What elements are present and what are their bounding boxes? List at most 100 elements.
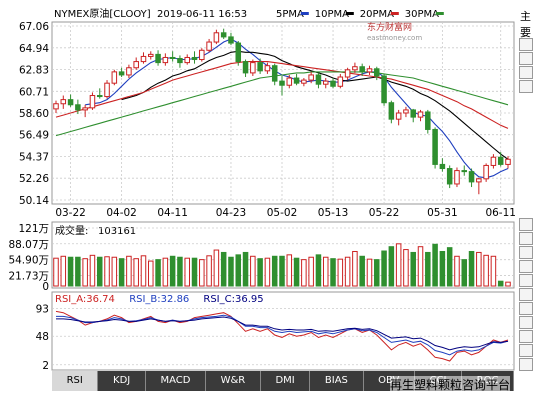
wechat-watermark: 再生塑料颗粒咨询平台 [390,376,511,393]
candle-body [162,56,169,64]
candle-body [315,74,322,85]
volume-bar [140,255,147,287]
candle-body [89,95,96,109]
side-option-checkbox[interactable] [519,52,533,65]
rsi-legend: RSI_A:36.74 RSI_B:32.86 RSI_C:36.95 [55,294,264,305]
watermark-url: eastmoney.com [367,34,423,42]
candle-body [410,109,416,118]
volume-bar [301,259,307,287]
candle-body [133,61,139,69]
tab-wr[interactable]: W&R [206,371,261,391]
candle-body [67,99,74,106]
side-option-checkbox[interactable] [519,260,533,273]
candle-body [446,168,453,185]
volume-bar [439,250,446,287]
ma-legend-swatch [435,12,444,15]
candle-body [432,128,438,165]
candle-body [497,156,504,165]
ma-line-5pma [85,38,509,179]
volume-bar [337,258,344,287]
candle-body [118,71,125,76]
price-x-tick: 05-22 [369,207,400,219]
volume-y-tick: 121万 [18,223,49,235]
side-option-checkbox[interactable] [519,232,533,245]
side-option-checkbox[interactable] [519,80,533,93]
rsi-grid [52,307,514,366]
rsi-y-tick: 2 [42,360,49,372]
volume-bar [242,251,249,287]
candles [53,28,511,195]
volume-bar [483,254,489,287]
volume-bar [446,247,453,287]
volume-bar [235,254,242,287]
tab-bias[interactable]: BIAS [310,371,364,391]
price-y-tick: 50.14 [19,195,49,207]
candle-body [425,111,431,130]
side-option-checkbox[interactable] [519,330,533,343]
tab-kdj[interactable]: KDJ [98,371,146,391]
candle-body [454,170,460,185]
candle-body [199,49,205,61]
volume-bar [67,256,74,287]
volume-y-tick: 88.07万 [8,239,49,251]
price-y-tick: 64.94 [19,43,49,55]
volume-panel-frame [51,221,515,289]
ma-legend-label: 5PMA [276,9,304,20]
rsi-lines [55,310,509,362]
ma-legend-label: 10PMA [315,9,349,20]
candle-body [206,41,212,51]
price-x-tick: 04-23 [216,207,247,219]
watermark-brand: 东方财富网 [367,23,413,33]
side-option-checkbox[interactable] [519,302,533,315]
volume-bar [417,246,424,287]
side-option-checkbox[interactable] [519,288,533,301]
volume-bar [228,256,234,287]
volume-bar [395,243,402,287]
volume-bar [75,256,81,287]
volume-bar [206,255,212,287]
side-option-checkbox[interactable] [519,246,533,259]
candle-body [279,80,285,86]
volume-bar [330,258,336,287]
side-option-checkbox[interactable] [519,66,533,79]
side-option-checkbox[interactable] [519,316,533,329]
volume-bar [425,251,431,287]
tab-dmi[interactable]: DMI [260,371,311,391]
candle-body [381,75,387,104]
price-y-ticks: 67.06 64.94 62.83 60.71 58.60 56.49 54.37 52.26… [19,21,49,207]
volume-bar [126,255,132,287]
candle-body [140,55,147,63]
volume-bar [454,255,460,287]
volume-bar [250,255,256,287]
candle-body [439,163,446,170]
candle-body [148,53,154,57]
volume-bar [403,249,409,287]
volume-bar [199,259,205,287]
candle-body [126,67,132,76]
side-option-checkbox[interactable] [519,38,533,51]
side-option-checkbox[interactable] [519,218,533,231]
candle-body [461,170,468,173]
candle-body [344,69,351,78]
eastmoney-watermark: 东方财富网 eastmoney.com [367,20,422,43]
price-x-tick: 05-31 [427,207,458,219]
volume-bar [476,251,482,287]
rsi-legend-label: RSI_C:36.95 [203,294,263,305]
instrument-title: NYMEX原油[CLOOY] [54,7,151,20]
volume-title: 成交量: [55,224,88,237]
volume-bar [220,251,227,287]
tab-rsi[interactable]: RSI [52,371,99,391]
side-option-checkbox[interactable] [519,344,533,357]
side-option-checkbox[interactable] [519,358,533,371]
candle-body [403,109,409,114]
side-option-checkbox[interactable] [519,274,533,287]
volume-y-tick: 0 [42,281,49,293]
price-y-tick: 54.37 [19,152,49,164]
tab-macd[interactable]: MACD [145,371,207,391]
volume-bar [213,249,220,287]
volume-bar [271,255,278,287]
candle-body [330,80,336,87]
candle-body [242,61,249,74]
volume-bar [490,255,497,287]
